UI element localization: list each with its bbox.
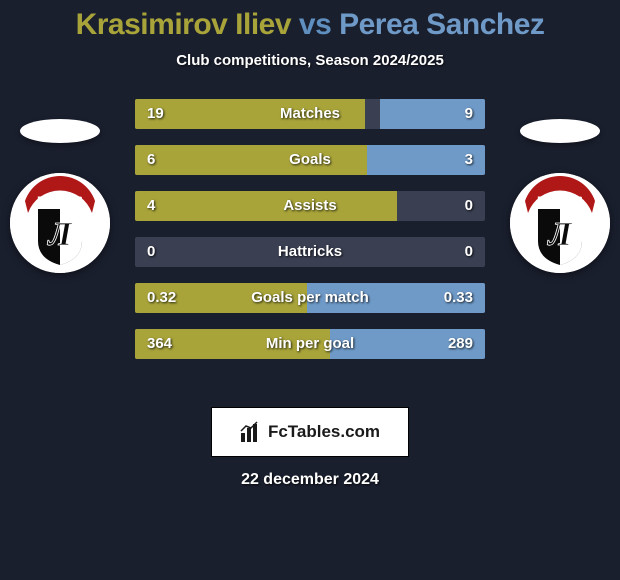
stat-value-right: 0 <box>465 191 473 221</box>
stat-label: Hattricks <box>135 237 485 267</box>
stat-label: Assists <box>135 191 485 221</box>
footer-date: 22 december 2024 <box>0 471 620 489</box>
brand-text: FcTables.com <box>268 422 380 442</box>
stat-value-right: 9 <box>465 99 473 129</box>
stat-row: Matches19 9 <box>135 99 485 129</box>
stat-label: Goals <box>135 145 485 175</box>
stat-row: Hattricks0 0 <box>135 237 485 267</box>
stat-row: Goals6 3 <box>135 145 485 175</box>
left-player-column: ПЛОВДИВ Л <box>0 99 120 273</box>
page-title: Krasimirov Iliev vs Perea Sanchez <box>0 0 620 42</box>
stat-label: Goals per match <box>135 283 485 313</box>
stat-value-left: 6 <box>147 145 155 175</box>
stat-value-right: 3 <box>465 145 473 175</box>
svg-text:ПЛОВДИВ: ПЛОВДИВ <box>37 195 83 205</box>
stat-value-left: 0 <box>147 237 155 267</box>
stat-row: Min per goal364 289 <box>135 329 485 359</box>
brand-chart-icon <box>240 421 262 443</box>
svg-text:Л: Л <box>46 216 73 253</box>
subtitle: Club competitions, Season 2024/2025 <box>0 52 620 69</box>
comparison-content: ПЛОВДИВ Л Matches199Goals63Assists40Hatt… <box>0 99 620 389</box>
left-flag-icon <box>20 119 100 143</box>
title-vs: vs <box>299 8 331 41</box>
svg-text:ПЛОВДИВ: ПЛОВДИВ <box>537 195 583 205</box>
stat-label: Matches <box>135 99 485 129</box>
stat-value-left: 4 <box>147 191 155 221</box>
brand-badge: FcTables.com <box>211 407 409 457</box>
stat-value-left: 19 <box>147 99 164 129</box>
title-player2: Perea Sanchez <box>339 8 544 41</box>
left-club-badge-icon: ПЛОВДИВ Л <box>10 173 110 273</box>
stat-row: Assists4 0 <box>135 191 485 221</box>
stat-value-left: 0.32 <box>147 283 176 313</box>
stat-value-right: 0 <box>465 237 473 267</box>
right-player-column: ПЛОВДИВ Л <box>500 99 620 273</box>
stat-label: Min per goal <box>135 329 485 359</box>
svg-text:Л: Л <box>546 216 573 253</box>
stat-value-right: 0.33 <box>444 283 473 313</box>
title-player1: Krasimirov Iliev <box>76 8 291 41</box>
stat-value-right: 289 <box>448 329 473 359</box>
stat-bars: Matches199Goals63Assists40Hattricks00Goa… <box>135 99 485 375</box>
stat-value-left: 364 <box>147 329 172 359</box>
right-club-badge-icon: ПЛОВДИВ Л <box>510 173 610 273</box>
stat-row: Goals per match0.32 0.33 <box>135 283 485 313</box>
right-flag-icon <box>520 119 600 143</box>
